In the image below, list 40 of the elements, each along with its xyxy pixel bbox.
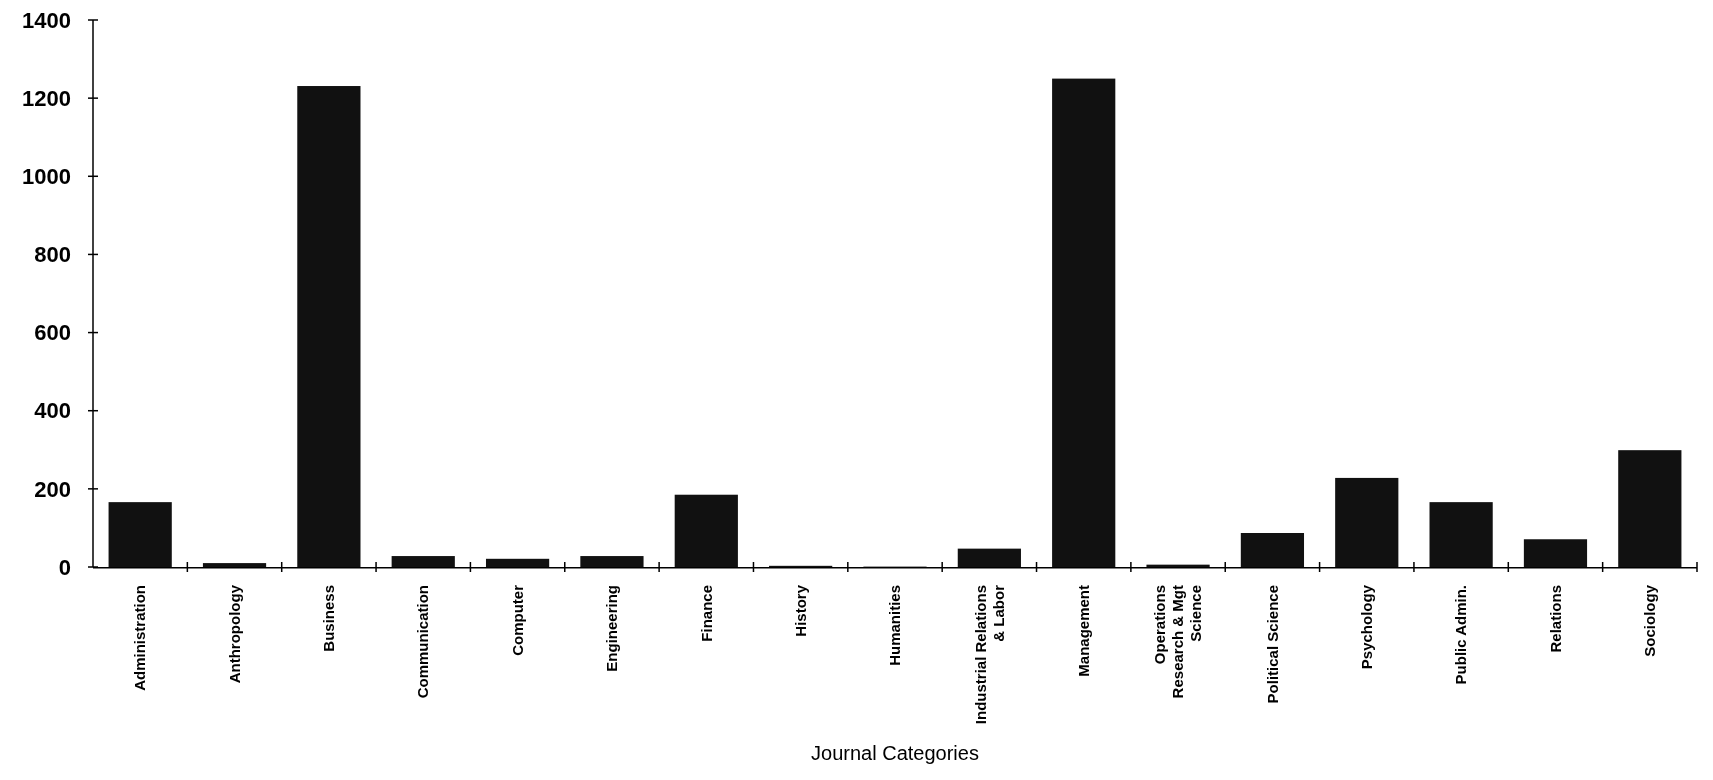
y-tick-label: 800	[34, 242, 71, 268]
x-tick-label: Engineering	[603, 585, 621, 672]
bar	[1523, 539, 1588, 567]
bar	[485, 558, 550, 567]
x-tick-label: Public Admin.	[1452, 585, 1470, 685]
y-tick-label: 400	[34, 398, 71, 424]
x-tick-label: Humanities	[886, 585, 904, 666]
x-tick-label: Management	[1074, 585, 1092, 677]
x-tick-label: History	[791, 584, 809, 637]
bar	[108, 502, 172, 567]
x-tick-label: Sociology	[1641, 584, 1659, 657]
bar	[1335, 477, 1399, 567]
x-tick-label: Operations Research & Mgt Science	[1151, 585, 1205, 699]
y-tick-label: 600	[34, 320, 71, 346]
bar	[1052, 78, 1116, 567]
x-tick-label: Anthropology	[225, 584, 243, 684]
x-tick-label: Industrial Relations & Labor	[971, 584, 1007, 725]
x-tick-label: Relations	[1546, 585, 1564, 653]
bar	[1429, 502, 1493, 567]
bar	[297, 86, 361, 567]
y-tick-label: 0	[58, 554, 71, 580]
x-axis-title: Journal Categories	[811, 742, 979, 764]
x-tick-label: Finance	[697, 585, 715, 642]
x-tick-label: Political Science	[1263, 585, 1281, 704]
bar	[202, 563, 267, 567]
x-tick-label: Communication	[414, 585, 432, 699]
x-tick-label: Administration	[131, 585, 149, 691]
bar	[957, 548, 1021, 567]
x-tick-label: Computer	[508, 584, 526, 656]
y-tick-label: 1200	[22, 85, 71, 111]
bar	[674, 494, 738, 567]
y-tick-label: 1000	[22, 163, 71, 189]
bar	[1618, 450, 1682, 567]
x-tick-label: Psychology	[1358, 584, 1376, 670]
y-tick-label: 200	[34, 476, 71, 502]
x-tick-label: Business	[320, 585, 338, 652]
y-tick-label: 1400	[22, 7, 71, 33]
bar	[1240, 533, 1305, 567]
bar	[580, 556, 644, 567]
bar	[391, 556, 455, 567]
